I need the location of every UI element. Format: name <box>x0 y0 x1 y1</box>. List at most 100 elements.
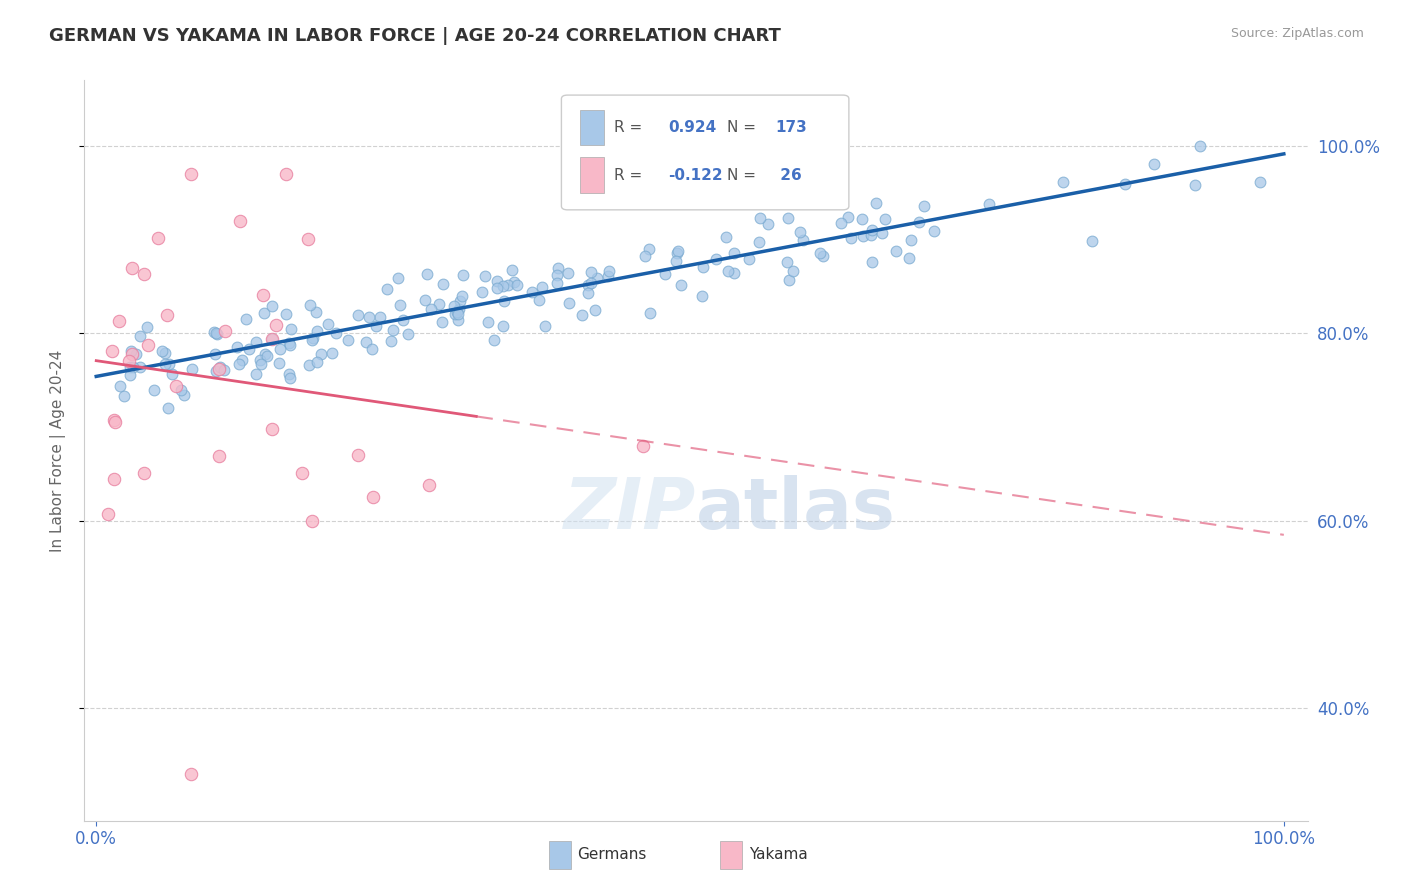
Point <box>205 327 228 342</box>
Point <box>132 267 155 281</box>
Text: Germans: Germans <box>578 847 647 863</box>
Point <box>229 214 252 228</box>
Point <box>256 349 278 363</box>
Point <box>368 310 391 325</box>
Point <box>501 263 523 277</box>
Point <box>486 281 509 295</box>
Point <box>360 342 382 356</box>
Point <box>638 305 661 319</box>
Point <box>638 242 661 256</box>
Point <box>907 215 929 229</box>
Text: N =: N = <box>727 168 755 183</box>
Point <box>134 467 156 481</box>
Point <box>485 274 508 288</box>
Point <box>316 317 339 331</box>
Point <box>264 318 287 332</box>
Point <box>249 353 271 368</box>
Point <box>872 226 894 240</box>
Point <box>419 301 441 316</box>
Point <box>813 249 835 263</box>
Point <box>443 299 465 313</box>
Point <box>506 277 529 292</box>
Point <box>121 346 143 360</box>
Point <box>357 310 380 324</box>
Point <box>503 275 526 289</box>
Point <box>387 270 409 285</box>
Point <box>354 334 377 349</box>
Point <box>112 389 135 403</box>
Point <box>654 267 676 281</box>
Point <box>496 278 519 293</box>
Text: atlas: atlas <box>696 475 896 544</box>
Text: ZIP: ZIP <box>564 475 696 544</box>
Point <box>449 302 471 317</box>
Point <box>278 338 301 352</box>
Point <box>756 217 779 231</box>
Text: 173: 173 <box>776 120 807 136</box>
Point <box>136 320 159 334</box>
Point <box>204 347 226 361</box>
Point <box>546 276 568 290</box>
Point <box>208 449 231 463</box>
Point <box>859 228 882 243</box>
Point <box>205 364 228 378</box>
Point <box>245 335 267 350</box>
Point <box>669 278 692 293</box>
Point <box>153 346 176 360</box>
Point <box>851 212 873 227</box>
Point <box>631 439 654 453</box>
Point <box>865 195 887 210</box>
Point <box>470 285 492 299</box>
Point <box>547 261 569 276</box>
Point <box>366 318 388 333</box>
Point <box>107 314 129 328</box>
Point <box>522 285 544 299</box>
Point <box>792 233 814 247</box>
Point <box>108 379 131 393</box>
Point <box>860 255 883 269</box>
Point <box>165 378 187 392</box>
Point <box>900 233 922 247</box>
Point <box>180 167 202 181</box>
Point <box>103 472 125 486</box>
Text: N =: N = <box>727 120 755 136</box>
Point <box>260 332 283 346</box>
Point <box>336 333 359 347</box>
Point <box>302 331 325 345</box>
Point <box>492 318 515 333</box>
Point <box>138 338 160 352</box>
Point <box>160 367 183 381</box>
Point <box>391 312 413 326</box>
Point <box>1081 234 1104 248</box>
Point <box>860 223 883 237</box>
Point <box>837 211 859 225</box>
Point <box>534 318 557 333</box>
Point <box>269 356 291 370</box>
Point <box>477 315 499 329</box>
Point <box>444 306 467 320</box>
Point <box>277 335 299 350</box>
Point <box>1189 139 1212 153</box>
Point <box>262 332 284 346</box>
Text: GERMAN VS YAKAMA IN LABOR FORCE | AGE 20-24 CORRELATION CHART: GERMAN VS YAKAMA IN LABOR FORCE | AGE 20… <box>49 27 782 45</box>
Point <box>529 293 551 307</box>
Point <box>269 342 291 356</box>
Point <box>205 326 228 340</box>
Point <box>665 245 688 260</box>
Point <box>427 296 450 310</box>
Point <box>447 307 470 321</box>
Text: Yakama: Yakama <box>748 847 807 863</box>
Point <box>101 343 124 358</box>
Point <box>262 422 284 436</box>
Point <box>382 323 405 337</box>
Point <box>598 263 620 277</box>
Point <box>153 357 176 371</box>
Point <box>173 388 195 402</box>
Point <box>451 288 474 302</box>
Point <box>214 324 236 338</box>
Point <box>298 358 321 372</box>
Point <box>977 196 1000 211</box>
Point <box>579 276 602 290</box>
Point <box>142 383 165 397</box>
Point <box>97 507 120 521</box>
